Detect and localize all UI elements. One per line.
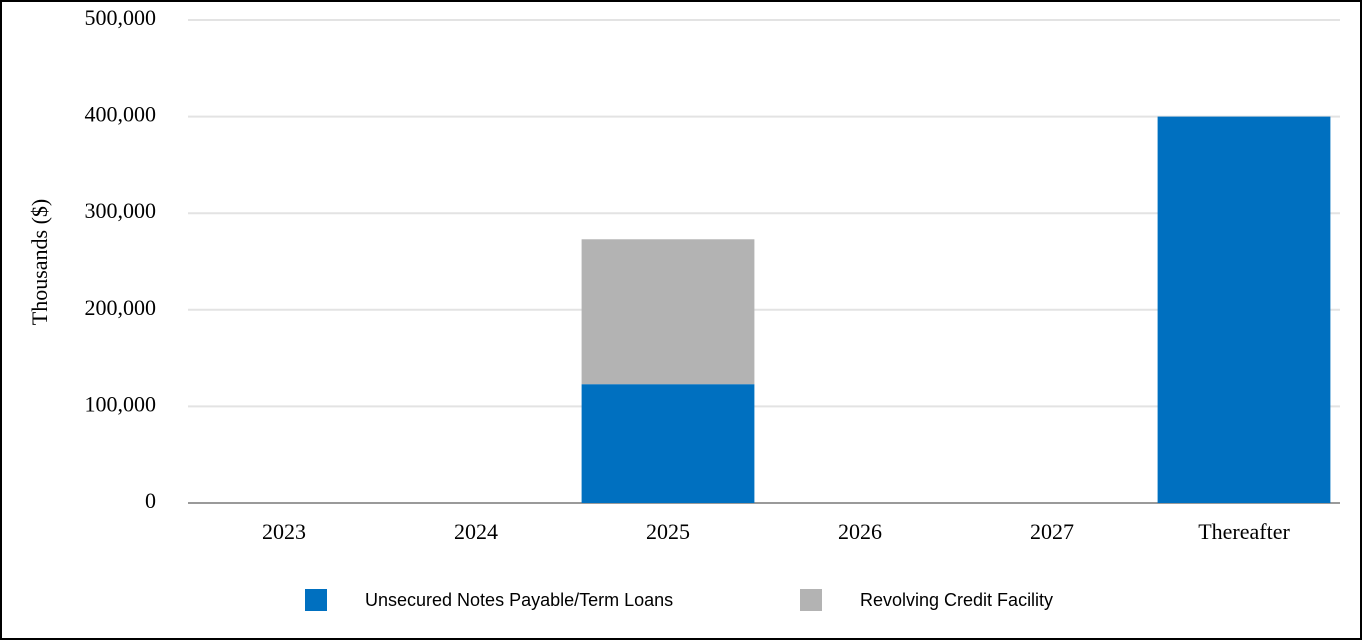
- x-tick-label: 2027: [1030, 519, 1074, 544]
- bar-segment: [581, 239, 755, 385]
- bar-segment: [1157, 116, 1331, 503]
- legend-label: Revolving Credit Facility: [860, 590, 1053, 610]
- legend-label: Unsecured Notes Payable/Term Loans: [365, 590, 673, 610]
- y-tick-label: 400,000: [85, 102, 157, 127]
- bar-segment: [581, 384, 755, 503]
- legend-swatch: [305, 589, 327, 611]
- x-tick-label: 2026: [838, 519, 882, 544]
- x-tick-label: 2025: [646, 519, 690, 544]
- y-axis-label: Thousands ($): [27, 199, 52, 325]
- legend-swatch: [800, 589, 822, 611]
- y-tick-label: 200,000: [85, 295, 157, 320]
- y-tick-label: 100,000: [85, 391, 157, 416]
- y-tick-label: 300,000: [85, 198, 157, 223]
- x-tick-label: 2024: [454, 519, 498, 544]
- x-tick-label: Thereafter: [1198, 519, 1290, 544]
- x-tick-label: 2023: [262, 519, 306, 544]
- y-tick-label: 0: [145, 488, 156, 513]
- y-tick-label: 500,000: [85, 5, 157, 30]
